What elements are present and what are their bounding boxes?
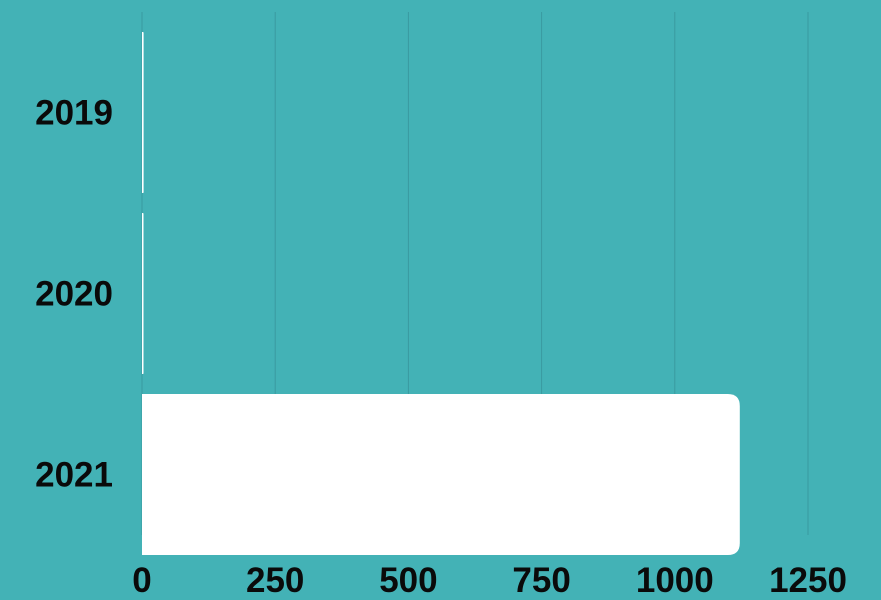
- bar-2021: [142, 394, 740, 555]
- x-tick-label-0: 0: [132, 561, 151, 600]
- x-tick-label-250: 250: [246, 561, 304, 600]
- bar-2019: [142, 32, 144, 193]
- x-tick-label-1000: 1000: [636, 561, 714, 600]
- x-tick-label-500: 500: [379, 561, 437, 600]
- bar-2020: [142, 213, 144, 374]
- x-tick-label-1250: 1250: [769, 561, 847, 600]
- category-label-2021: 2021: [35, 456, 113, 495]
- x-axis-tick-labels: 0 250 500 750 1000 1250: [132, 561, 847, 600]
- category-labels: 2019 2020 2021: [35, 94, 113, 495]
- category-label-2019: 2019: [35, 94, 113, 133]
- bars: [142, 32, 740, 555]
- x-tick-label-750: 750: [512, 561, 570, 600]
- category-label-2020: 2020: [35, 275, 113, 314]
